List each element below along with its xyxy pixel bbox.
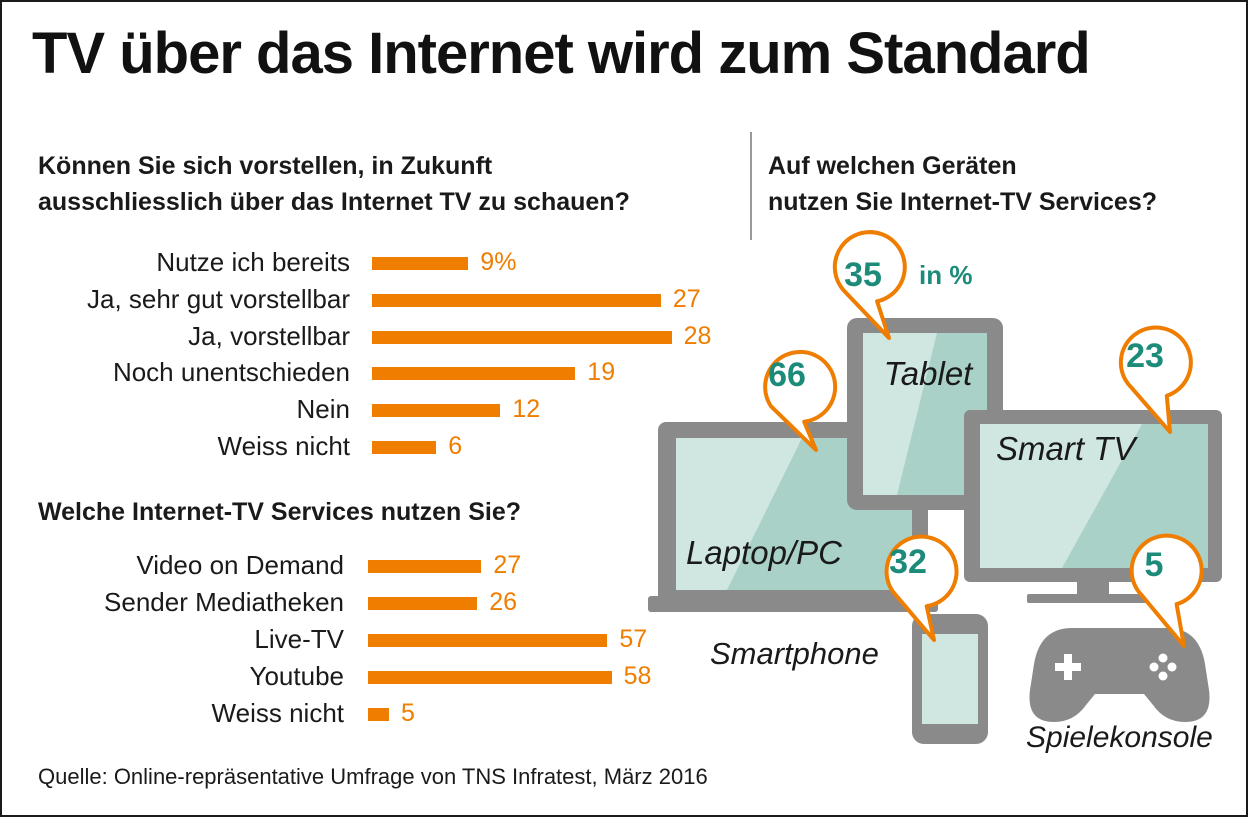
pin-value-smart-tv: 23 <box>1126 337 1164 375</box>
pin-smart-tv: 23 <box>1118 325 1193 434</box>
bar <box>372 257 469 270</box>
chart2-title: Welche Internet-TV Services nutzen Sie? <box>38 498 522 526</box>
pin-game-console: 5 <box>1129 533 1204 648</box>
bar-value-label: 27 <box>493 551 522 579</box>
bar-value-label: 9% <box>480 248 517 276</box>
chart3-title-line2: nutzen Sie Internet-TV Services? <box>768 188 1157 216</box>
bar <box>368 597 478 610</box>
pin-value-game-console: 5 <box>1145 546 1164 584</box>
smartphone-icon <box>912 614 988 744</box>
bar-label: Video on Demand <box>136 550 344 580</box>
bar-label: Live-TV <box>254 624 344 654</box>
pin-value-laptop: 66 <box>768 356 806 394</box>
bar <box>368 708 389 721</box>
bar <box>368 634 608 647</box>
bar <box>372 404 501 418</box>
pin-smartphone: 32 <box>884 534 959 642</box>
device-label-tablet: Tablet <box>884 355 975 392</box>
bar-value-label: 6 <box>448 432 463 460</box>
chart1-title-line2: ausschliesslich über das Internet TV zu … <box>38 188 630 216</box>
bar-value-label: 28 <box>683 321 712 350</box>
bar <box>372 330 672 344</box>
chart3-title-line1: Auf welchen Geräten <box>768 152 1017 180</box>
bar-label: Nein <box>296 394 350 425</box>
bar-value-label: 5 <box>401 699 415 727</box>
bar <box>368 671 612 684</box>
bar-value-label: 26 <box>489 588 517 616</box>
pin-tablet: 35 <box>832 230 907 340</box>
pin-value-smartphone: 32 <box>889 543 927 581</box>
bar-value-label: 57 <box>619 625 648 653</box>
bar-label: Sender Mediatheken <box>104 587 344 617</box>
chart1-title: Können Sie sich vorstellen, in Zukunft a… <box>38 148 630 220</box>
source-note: Quelle: Online-repräsentative Umfrage vo… <box>38 764 708 789</box>
bar <box>372 367 576 381</box>
bar <box>368 560 482 573</box>
device-label-game-console: Spielekonsole <box>1026 721 1213 754</box>
pin-value-tablet: 35 <box>844 256 882 294</box>
bar-label: Youtube <box>249 661 344 691</box>
chart3-title: Auf welchen Geräten nutzen Sie Internet-… <box>768 148 1157 220</box>
laptop-icon <box>648 422 938 612</box>
chart1-title-line1: Können Sie sich vorstellen, in Zukunft <box>38 152 493 180</box>
bar-label: Ja, vorstellbar <box>188 320 350 351</box>
bar-value-label: 19 <box>587 358 616 387</box>
bar-label: Nutze ich bereits <box>156 247 350 277</box>
device-label-smart-tv: Smart TV <box>996 430 1138 467</box>
bar <box>372 441 437 454</box>
device-label-smartphone: Smartphone <box>710 636 879 671</box>
bar-label: Weiss nicht <box>211 698 344 728</box>
bar <box>372 293 661 307</box>
page-title: TV über das Internet wird zum Standard <box>32 21 1091 86</box>
device-label-laptop: Laptop/PC <box>686 534 843 571</box>
bar-value-label: 27 <box>672 284 701 313</box>
bar-value-label: 12 <box>512 395 541 424</box>
bar-label: Ja, sehr gut vorstellbar <box>86 283 350 314</box>
unit-label: in % <box>919 260 972 290</box>
bar-label: Noch unentschieden <box>112 357 350 388</box>
pin-laptop: 66 <box>763 349 838 452</box>
divider-line <box>750 132 752 240</box>
bar-label: Weiss nicht <box>217 431 350 461</box>
game-console-icon <box>1029 628 1210 722</box>
bar-value-label: 58 <box>623 662 652 690</box>
